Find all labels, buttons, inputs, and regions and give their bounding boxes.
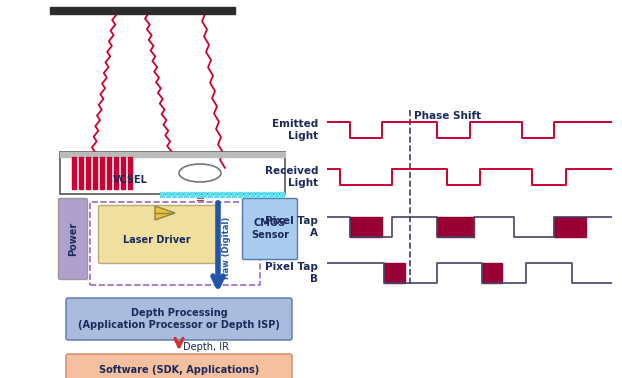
Bar — [128, 157, 132, 189]
FancyBboxPatch shape — [66, 354, 292, 378]
Bar — [202, 192, 206, 197]
Bar — [172, 192, 176, 197]
FancyBboxPatch shape — [58, 198, 88, 279]
Bar — [121, 157, 125, 189]
FancyBboxPatch shape — [66, 298, 292, 340]
Bar — [280, 192, 284, 197]
Text: Raw (Digital): Raw (Digital) — [222, 217, 231, 279]
FancyBboxPatch shape — [98, 206, 216, 263]
Bar — [268, 192, 272, 197]
Bar — [50, 7, 235, 14]
Bar — [86, 157, 90, 189]
Text: Phase Shift: Phase Shift — [414, 111, 481, 121]
Bar — [190, 192, 194, 197]
Bar — [482, 263, 502, 283]
Bar — [72, 157, 76, 189]
Bar — [184, 192, 188, 197]
Bar — [60, 152, 285, 194]
Bar — [60, 152, 285, 157]
Text: Pixel Tap
A: Pixel Tap A — [265, 216, 318, 238]
Bar — [256, 192, 260, 197]
Bar — [166, 192, 170, 197]
Text: Received
Light: Received Light — [264, 166, 318, 188]
Bar — [100, 157, 104, 189]
Text: VCSEL: VCSEL — [113, 175, 147, 185]
Text: CMOS
Sensor: CMOS Sensor — [251, 218, 289, 240]
Bar — [220, 192, 224, 197]
Bar — [262, 192, 266, 197]
Bar — [178, 192, 182, 197]
Text: Depth, IR: Depth, IR — [183, 342, 229, 352]
Bar — [274, 192, 278, 197]
Text: Emitted
Light: Emitted Light — [272, 119, 318, 141]
Bar — [238, 192, 242, 197]
Bar — [232, 192, 236, 197]
Text: Pixel Tap
B: Pixel Tap B — [265, 262, 318, 284]
Polygon shape — [155, 206, 175, 220]
Bar — [114, 157, 118, 189]
Text: Laser Driver: Laser Driver — [123, 235, 191, 245]
Bar — [226, 192, 230, 197]
Ellipse shape — [179, 164, 221, 182]
Bar — [214, 192, 218, 197]
Bar — [90, 202, 260, 285]
Bar — [196, 192, 200, 197]
Text: Software (SDK, Applications): Software (SDK, Applications) — [99, 365, 259, 375]
Bar — [208, 192, 212, 197]
FancyBboxPatch shape — [243, 198, 297, 260]
Bar — [107, 157, 111, 189]
Bar — [244, 192, 248, 197]
Bar — [93, 157, 97, 189]
Bar — [350, 217, 382, 237]
Bar — [250, 192, 254, 197]
Bar — [384, 263, 405, 283]
Text: Power: Power — [68, 222, 78, 256]
Bar — [79, 157, 83, 189]
Bar — [554, 217, 586, 237]
Bar — [160, 192, 164, 197]
Bar — [437, 217, 474, 237]
Text: Depth Processing
(Application Processor or Depth ISP): Depth Processing (Application Processor … — [78, 308, 280, 330]
